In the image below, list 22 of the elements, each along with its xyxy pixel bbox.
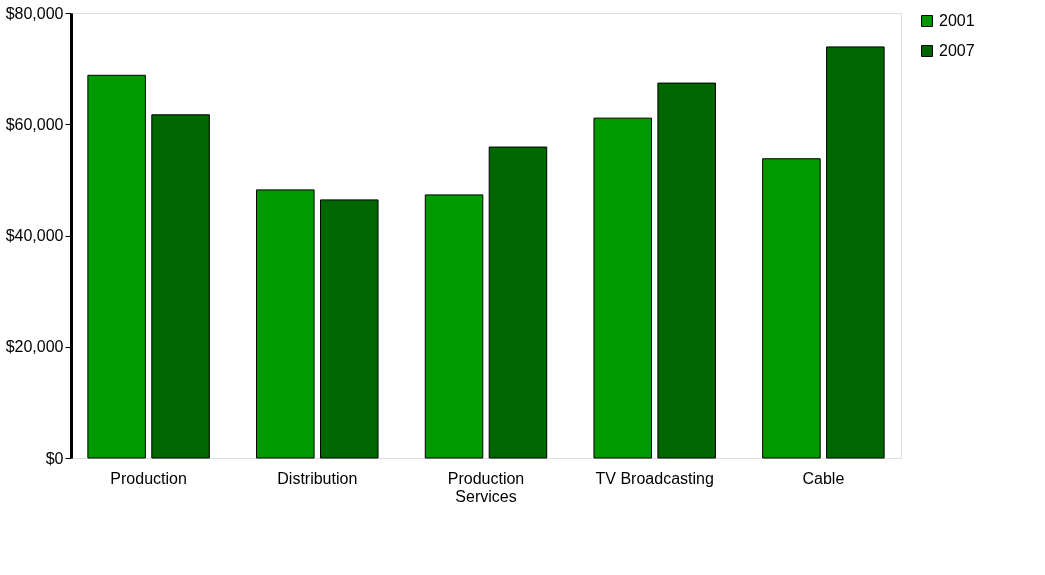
bar	[151, 114, 210, 459]
bar	[256, 189, 315, 459]
legend-label: 2007	[939, 42, 975, 59]
bar	[593, 117, 652, 459]
bar	[320, 199, 379, 459]
y-tick-label: $20,000	[5, 338, 64, 356]
x-tick-label: Production Services	[447, 469, 525, 505]
y-tick-label: $0	[45, 449, 64, 467]
x-tick-label: Distribution	[277, 469, 358, 487]
y-tick-label: $40,000	[5, 227, 64, 244]
bar	[657, 82, 716, 459]
legend-label: 2001	[939, 12, 975, 29]
y-tick-label: $60,000	[5, 115, 64, 133]
x-tick-label: Production	[110, 469, 187, 487]
bar	[826, 46, 885, 459]
y-tick-label: $80,000	[5, 4, 64, 22]
bar	[488, 146, 548, 459]
bar	[424, 194, 484, 459]
bar	[87, 74, 146, 459]
x-tick-label: TV Broadcasting	[595, 469, 714, 487]
bar	[762, 158, 821, 459]
x-tick-label: Cable	[802, 469, 845, 487]
